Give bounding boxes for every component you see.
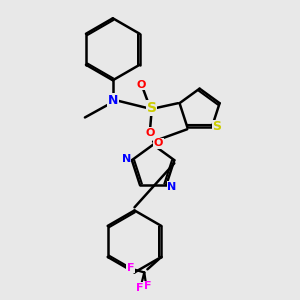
Text: S: S xyxy=(146,101,157,115)
Text: F: F xyxy=(127,263,134,273)
Text: F: F xyxy=(136,283,143,293)
Text: F: F xyxy=(144,281,151,291)
Text: O: O xyxy=(136,80,146,90)
Text: S: S xyxy=(212,120,221,133)
Text: O: O xyxy=(154,138,164,148)
Text: N: N xyxy=(167,182,176,192)
Text: O: O xyxy=(145,128,155,138)
Text: N: N xyxy=(108,94,118,107)
Text: N: N xyxy=(122,154,131,164)
